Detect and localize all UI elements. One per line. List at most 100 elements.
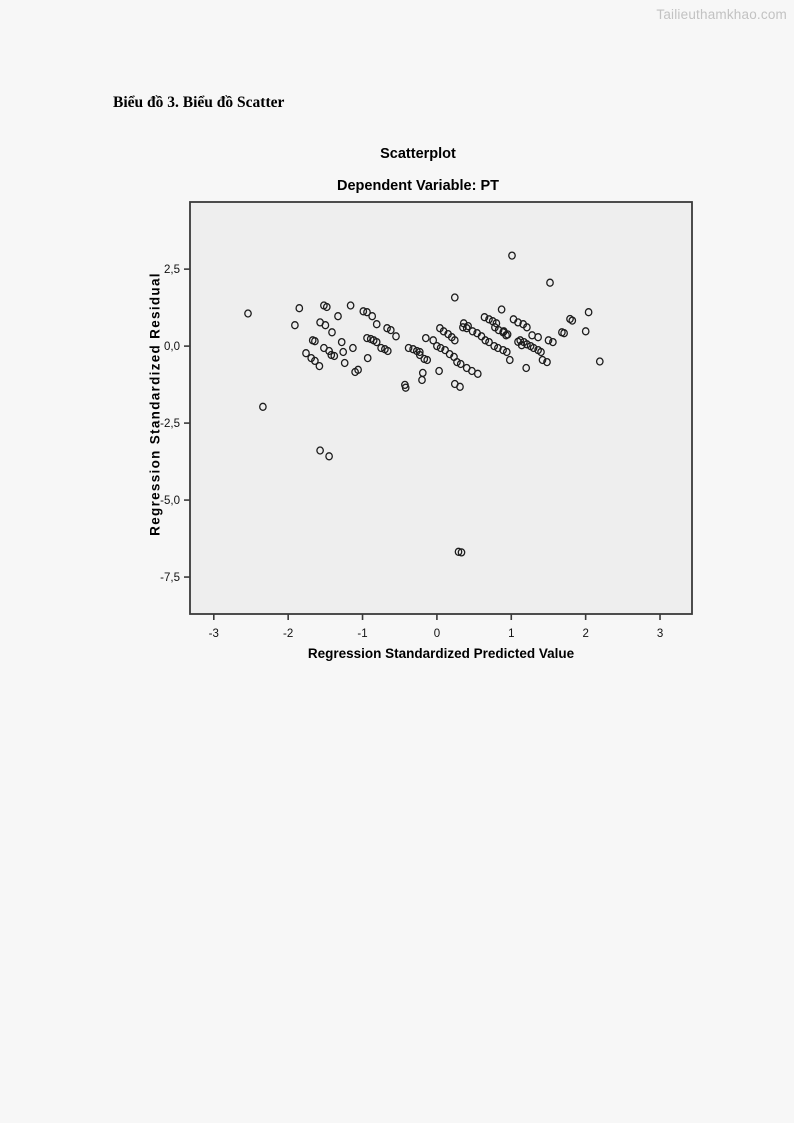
scatter-point [409, 345, 417, 354]
scatter-point [354, 365, 362, 374]
scatter-point [291, 321, 299, 330]
scatter-point [321, 321, 330, 330]
scatter-point [433, 341, 441, 351]
scatter-point [359, 307, 368, 316]
scatter-point [581, 327, 590, 336]
scatter-point [473, 369, 482, 378]
scatter-point [435, 366, 443, 376]
x-tick-label: -3 [209, 628, 219, 640]
scatter-point [330, 351, 339, 361]
x-tick-label: 0 [434, 628, 440, 640]
scatter-point [339, 347, 348, 357]
scatter-point [502, 347, 511, 357]
scatter-point [363, 353, 372, 363]
watermark: Tailieuthamkhao.com [656, 7, 787, 22]
scatter-point [514, 318, 522, 327]
scatter-point [584, 308, 593, 317]
scatter-point [415, 347, 424, 357]
scatter-point [346, 301, 355, 310]
scatter-point [505, 355, 514, 365]
scatter-point [485, 315, 493, 324]
scatter-point [457, 548, 466, 557]
scatter-point [377, 343, 385, 353]
scatter-point [508, 251, 516, 260]
scatter-point [386, 325, 395, 335]
scatter-point [456, 359, 465, 369]
scatter-point [363, 308, 371, 317]
scatter-point [311, 356, 319, 366]
x-tick-label: 1 [508, 628, 514, 640]
scatter-point [523, 340, 531, 349]
scatter-point [322, 302, 331, 312]
scatter-point [337, 337, 346, 347]
scatter-point [490, 341, 499, 351]
scatter-point [302, 349, 310, 358]
scatter-point [325, 452, 333, 461]
scatter-point [485, 337, 493, 347]
scatter-point [529, 343, 538, 353]
scatter-point [464, 321, 472, 331]
y-tick-label: -2,5 [160, 418, 180, 430]
scatter-point [311, 337, 319, 346]
chart-title: Scatterplot [380, 146, 456, 162]
scatter-point [481, 336, 490, 345]
scatter-point [543, 357, 551, 367]
scatter-point [517, 341, 526, 350]
scatter-point [503, 330, 512, 339]
scatter-point [480, 313, 489, 322]
chart-subtitle: Dependent Variable: PT [337, 178, 499, 194]
x-axis-title: Regression Standardized Predicted Value [307, 646, 575, 661]
scatter-point [546, 278, 554, 287]
scatter-point [450, 293, 459, 302]
scatter-point [544, 336, 553, 345]
scatter-point [523, 323, 531, 332]
scatter-point [522, 363, 531, 373]
scatter-point [459, 323, 467, 332]
scatter-point [429, 336, 438, 345]
scatter-point [392, 332, 400, 341]
scatter-point [549, 337, 557, 347]
scatter-point [468, 327, 477, 336]
scatter-point [450, 336, 459, 345]
scatter-point [349, 343, 357, 353]
x-tick-label: 2 [582, 628, 588, 640]
plot-svg: -3 -2 -1 0 1 2 3 2,5 0,0 -2,5 -5,0 -7,5 [160, 201, 693, 640]
scatter-point [453, 357, 461, 367]
scatter-point [316, 446, 324, 455]
x-tick-label: 3 [657, 628, 663, 640]
plot-area [189, 201, 693, 615]
scatter-point [401, 383, 410, 392]
scatter-point [383, 346, 392, 356]
y-tick-label: 0,0 [164, 341, 180, 353]
scatter-point [340, 358, 349, 368]
x-tick-label: -1 [357, 628, 367, 640]
scatter-point [334, 312, 342, 321]
scatter-point [418, 375, 426, 385]
scatter-point [363, 333, 371, 343]
scatter-point [499, 345, 507, 355]
scatter-point [315, 361, 324, 371]
y-tick-label: 2,5 [164, 264, 180, 276]
scatter-point [421, 333, 430, 343]
scatter-point [372, 337, 381, 347]
y-tick-label: -5,0 [160, 495, 180, 507]
scatter-point [456, 382, 464, 391]
scatter-point [494, 325, 503, 335]
scatter-point [537, 347, 545, 357]
scatter-point [423, 355, 432, 365]
document-heading: Biểu đồ 3. Biểu đồ Scatter [113, 94, 285, 111]
scatter-point [404, 343, 413, 353]
scatter-point [436, 343, 445, 353]
scatter-point [538, 355, 547, 365]
scatter-point [372, 320, 381, 329]
scatter-point [259, 402, 267, 411]
scatter-point [383, 324, 391, 333]
scatter-point [368, 312, 377, 321]
scatter-point [328, 328, 336, 337]
scatter-point [560, 329, 568, 338]
scatter-point [568, 316, 577, 325]
scatter-point [497, 305, 506, 314]
scatter-point [595, 357, 604, 366]
scatter-point [295, 304, 304, 313]
